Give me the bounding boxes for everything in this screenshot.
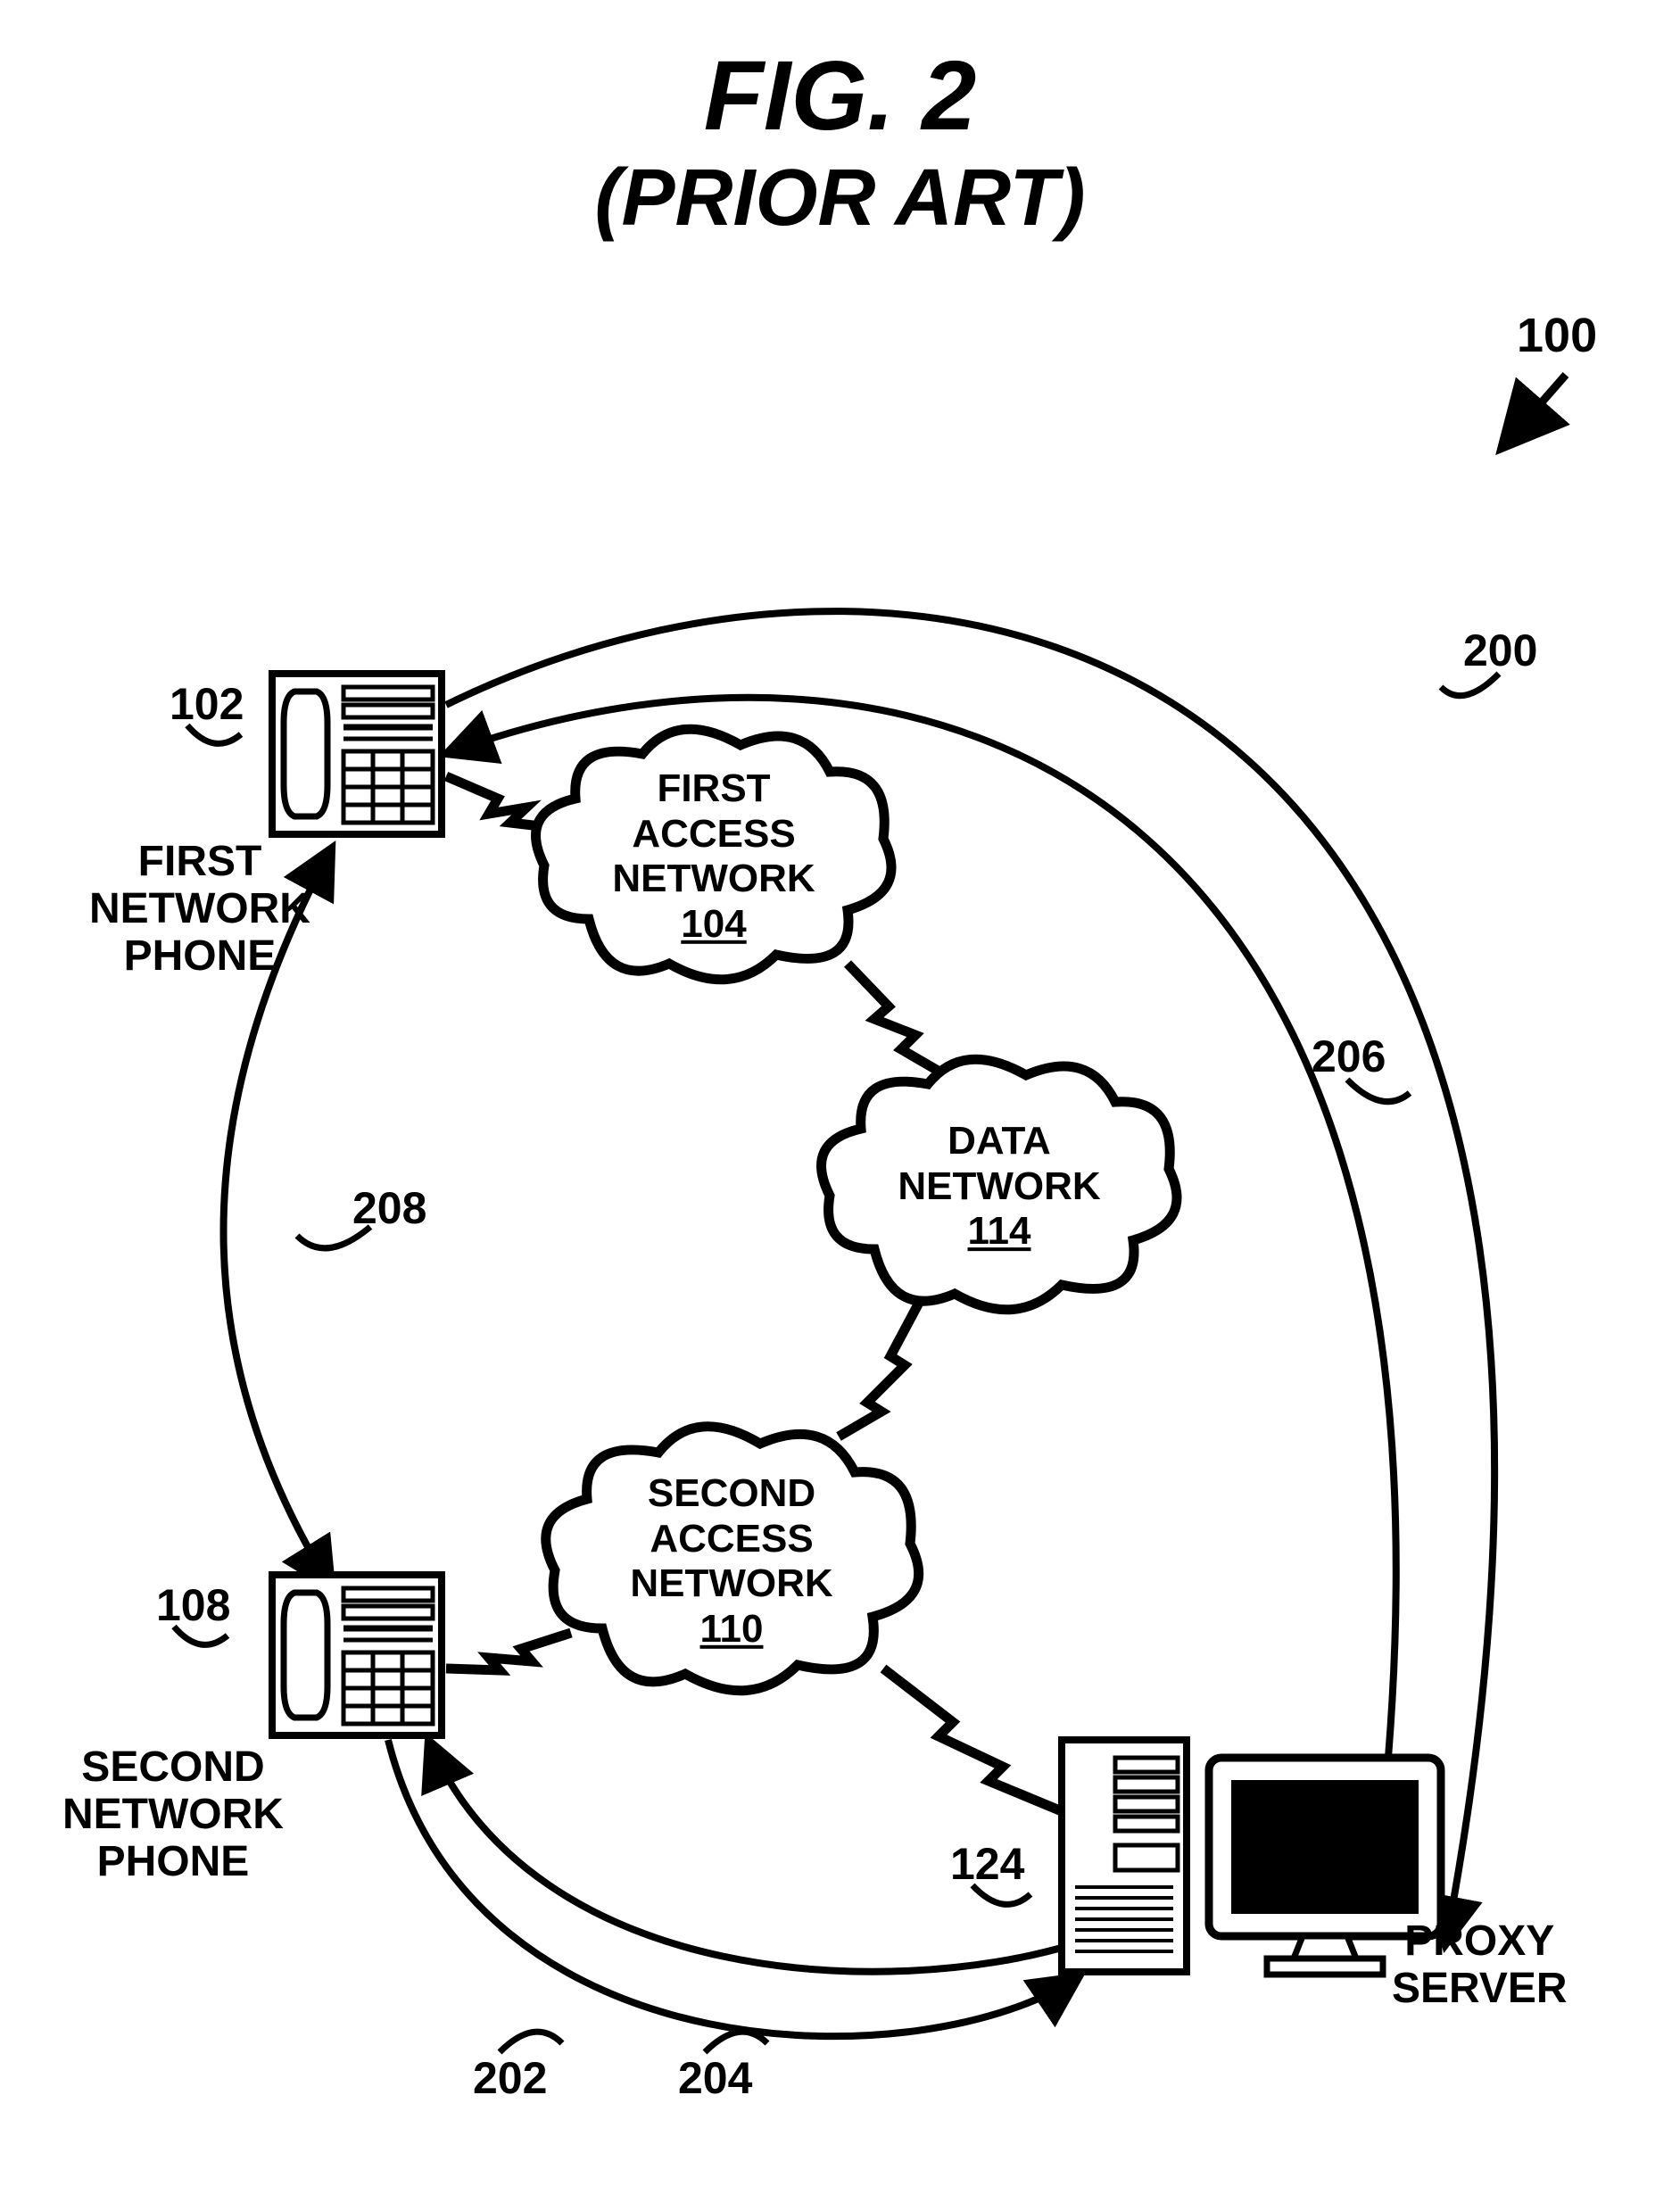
- network-phone-icon: [268, 1570, 446, 1740]
- first-phone-label: FIRST NETWORK PHONE: [89, 839, 310, 980]
- cloud-ref: 104: [612, 902, 815, 948]
- ref-hook-icon: [165, 1622, 236, 1662]
- ref-200: 200: [1463, 625, 1537, 676]
- cloud-line2: NETWORK: [898, 1164, 1100, 1210]
- ref-100-arrow-icon: [1463, 357, 1606, 500]
- ref-108: 108: [156, 1579, 230, 1631]
- cloud-line3: NETWORK: [630, 1561, 832, 1607]
- ref-hook-icon: [290, 1220, 379, 1269]
- data-network-cloud: DATA NETWORK 114: [812, 1044, 1187, 1329]
- ref-200-label: 200: [1463, 625, 1537, 675]
- cloud-ref: 110: [630, 1607, 832, 1652]
- ref-hook-icon: [1436, 669, 1517, 714]
- cloud-line1: DATA: [898, 1119, 1100, 1164]
- figure-canvas: FIG. 2 (PRIOR ART) 100: [0, 0, 1680, 2211]
- ref-100: 100: [1517, 308, 1597, 363]
- cloud-line1: SECOND: [630, 1471, 832, 1517]
- figure-title: FIG. 2: [0, 45, 1680, 148]
- ref-hook-icon: [696, 2012, 776, 2061]
- ref-100-label: 100: [1517, 309, 1597, 362]
- cloud-ref: 114: [898, 1209, 1100, 1255]
- proxy-server-label: PROXY SERVER: [1392, 1918, 1568, 2013]
- ref-208: 208: [352, 1182, 426, 1234]
- ref-hook-icon: [964, 1881, 1039, 1924]
- cloud-line2: ACCESS: [612, 811, 815, 857]
- cloud-line1: FIRST: [612, 766, 815, 812]
- ref-hook-icon: [178, 721, 250, 761]
- ref-204: 204: [678, 2052, 752, 2104]
- ref-202: 202: [473, 2052, 547, 2104]
- cloud-line3: NETWORK: [612, 857, 815, 902]
- first-network-phone: [268, 669, 446, 843]
- first-access-network-cloud: FIRST ACCESS NETWORK 104: [526, 714, 901, 999]
- ref-hook-icon: [491, 2012, 571, 2061]
- second-access-network-cloud: SECOND ACCESS NETWORK 110: [535, 1410, 928, 1713]
- second-phone-label: SECOND NETWORK PHONE: [62, 1744, 284, 1885]
- network-phone-icon: [268, 669, 446, 839]
- ref-hook-icon: [1338, 1075, 1419, 1120]
- figure-subtitle: (PRIOR ART): [0, 156, 1680, 241]
- second-network-phone: [268, 1570, 446, 1744]
- ref-124: 124: [950, 1838, 1024, 1890]
- ref-206: 206: [1312, 1031, 1386, 1082]
- ref-102: 102: [170, 678, 244, 730]
- cloud-line2: ACCESS: [630, 1516, 832, 1561]
- ref-206-label: 206: [1312, 1031, 1386, 1081]
